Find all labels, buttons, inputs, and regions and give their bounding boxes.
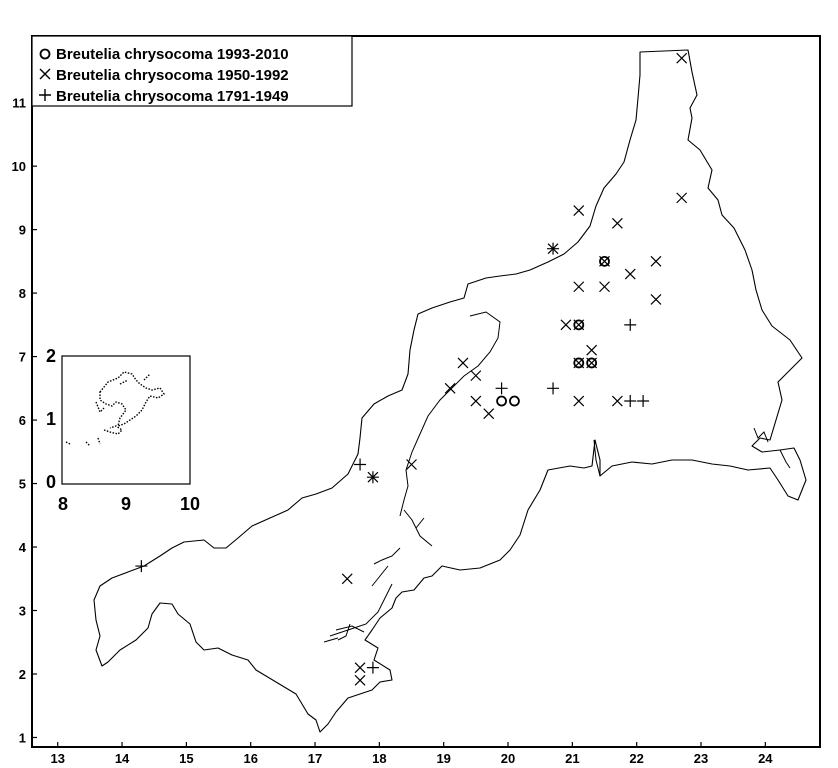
point-1950-1992: [354, 662, 366, 674]
x-tick-label: 17: [308, 751, 322, 766]
inset-x-tick-10: 10: [180, 494, 200, 514]
point-1950-1992: [354, 674, 366, 686]
point-1791-1949: [354, 458, 367, 471]
inset-x-tick-9: 9: [121, 494, 131, 514]
x-tick-label: 22: [629, 751, 643, 766]
y-tick-label: 8: [19, 286, 26, 301]
legend-x-icon: [39, 68, 51, 80]
estuary-tamar: [593, 427, 791, 477]
x-axis: 13 14 15 16 17 18 19 20 21 22 23 24: [50, 742, 773, 766]
inset-y-tick-1: 1: [46, 409, 56, 429]
legend-plus-icon: [39, 89, 51, 101]
point-1950-1992: [599, 255, 610, 267]
legend: Breutelia chrysocoma 1993-2010 Breutelia…: [31, 35, 353, 107]
point-1950-1992: [406, 459, 417, 470]
x-tick-label: 16: [243, 751, 257, 766]
x-tick-label: 15: [179, 751, 193, 766]
x-tick-label: 20: [501, 751, 515, 766]
x-tick-label: 24: [758, 751, 773, 766]
point-1993-2010: [573, 357, 585, 369]
inset-y-tick-2: 2: [46, 346, 56, 366]
y-tick-label: 9: [19, 223, 26, 238]
point-1791-1949: [624, 318, 637, 331]
inset-coastline: [65, 371, 165, 447]
x-tick-label: 13: [50, 751, 64, 766]
point-1791-1949: [135, 560, 148, 573]
inset-frame: [61, 355, 191, 485]
point-1993-2010: [586, 357, 598, 369]
data-points: [135, 52, 688, 686]
y-tick-label: 2: [19, 667, 26, 682]
point-1950-1992: [573, 357, 585, 369]
y-tick-label: 10: [12, 159, 26, 174]
legend-entry-1950-1992: Breutelia chrysocoma 1950-1992: [56, 67, 289, 84]
point-1950-1992: [676, 52, 688, 64]
point-1950-1992: [457, 357, 469, 369]
y-tick-label: 11: [12, 96, 26, 111]
x-tick-label: 23: [694, 751, 708, 766]
point-1950-1992: [483, 408, 495, 420]
plot-frame: [31, 35, 821, 748]
inset-map: 0 1 2 8 9 10: [46, 346, 200, 514]
point-1791-1949: [547, 382, 560, 395]
x-tick-label: 14: [115, 751, 130, 766]
y-tick-label: 4: [19, 540, 27, 555]
legend-circle-icon: [39, 48, 51, 60]
legend-entry-1993-2010: Breutelia chrysocoma 1993-2010: [56, 46, 289, 63]
point-1791-1949: [366, 471, 379, 484]
point-1950-1992: [611, 217, 623, 229]
y-tick-label: 1: [19, 730, 26, 745]
y-tick-label: 5: [19, 477, 26, 492]
point-1950-1992: [650, 294, 662, 305]
inset-y-tick-0: 0: [46, 472, 56, 492]
point-1950-1992: [586, 357, 598, 369]
point-1950-1992: [573, 281, 585, 293]
estuary-fal: [329, 509, 433, 641]
point-1791-1949: [366, 661, 379, 674]
point-1950-1992: [470, 370, 482, 382]
y-tick-label: 3: [19, 604, 26, 619]
x-tick-label: 21: [565, 751, 579, 766]
point-1950-1992: [624, 268, 636, 280]
point-1950-1992: [341, 573, 353, 585]
point-1950-1992: [573, 395, 585, 407]
point-1993-2010: [599, 255, 610, 267]
point-1950-1992: [573, 319, 585, 331]
point-1791-1949: [637, 395, 650, 408]
point-1993-2010: [573, 319, 585, 331]
point-1993-2010: [496, 395, 507, 407]
point-1950-1992: [611, 395, 623, 407]
x-tick-label: 19: [436, 751, 450, 766]
point-1950-1992: [560, 319, 572, 331]
point-1950-1992: [650, 255, 662, 267]
point-1791-1949: [547, 242, 560, 255]
legend-entry-1791-1949: Breutelia chrysocoma 1791-1949: [56, 88, 289, 105]
x-tick-label: 18: [372, 751, 386, 766]
point-1791-1949: [624, 395, 637, 408]
estuary-north: [399, 311, 501, 517]
point-1950-1992: [444, 382, 456, 394]
point-1993-2010: [509, 395, 520, 407]
point-1950-1992: [586, 344, 598, 356]
legend-box: [31, 35, 353, 107]
y-tick-label: 6: [19, 413, 26, 428]
county-outline: [93, 49, 807, 733]
point-1791-1949: [495, 382, 508, 395]
y-axis: 1 2 3 4 5 6 7 8 9 10 11: [12, 96, 37, 745]
point-1950-1992: [573, 205, 585, 217]
point-1950-1992: [470, 395, 482, 407]
inset-x-tick-8: 8: [58, 494, 68, 514]
estuary-west: [323, 625, 365, 643]
y-tick-label: 7: [19, 350, 26, 365]
point-1950-1992: [676, 192, 688, 204]
point-1950-1992: [599, 281, 610, 293]
